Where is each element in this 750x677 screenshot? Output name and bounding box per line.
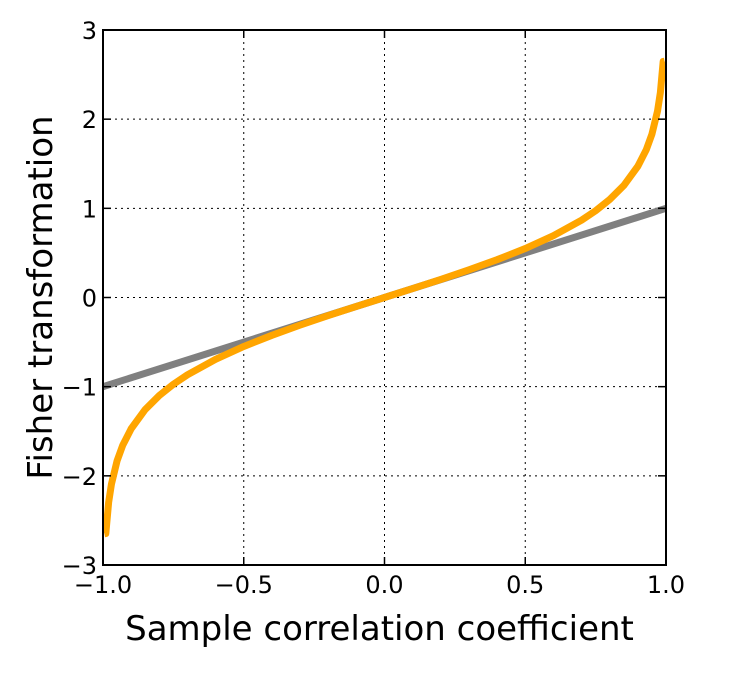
tick-layer: −1.0 −0.5 0.0 0.5 1.0 −3 −2 −1 0 1 2 3 (62, 17, 685, 599)
grid-layer (103, 30, 666, 565)
x-axis-label: Sample correlation coefficient (125, 609, 634, 649)
x-tick-label: 0.0 (365, 571, 403, 599)
y-axis-label: Fisher transformation (21, 115, 61, 479)
y-tick-label: −3 (62, 552, 97, 580)
x-tick-label: −0.5 (215, 571, 273, 599)
x-tick-label: 0.5 (506, 571, 544, 599)
y-tick-label: 1 (82, 195, 97, 223)
y-tick-label: 0 (82, 285, 97, 313)
series-layer (101, 57, 668, 538)
y-tick-label: 2 (82, 106, 97, 134)
series-line-fisher_transformation (102, 57, 667, 538)
x-tick-label: −1.0 (74, 571, 132, 599)
y-tick-label: 3 (82, 17, 97, 45)
x-tick-label: 1.0 (647, 571, 685, 599)
y-tick-label: −2 (62, 463, 97, 491)
y-tick-label: −1 (62, 374, 97, 402)
